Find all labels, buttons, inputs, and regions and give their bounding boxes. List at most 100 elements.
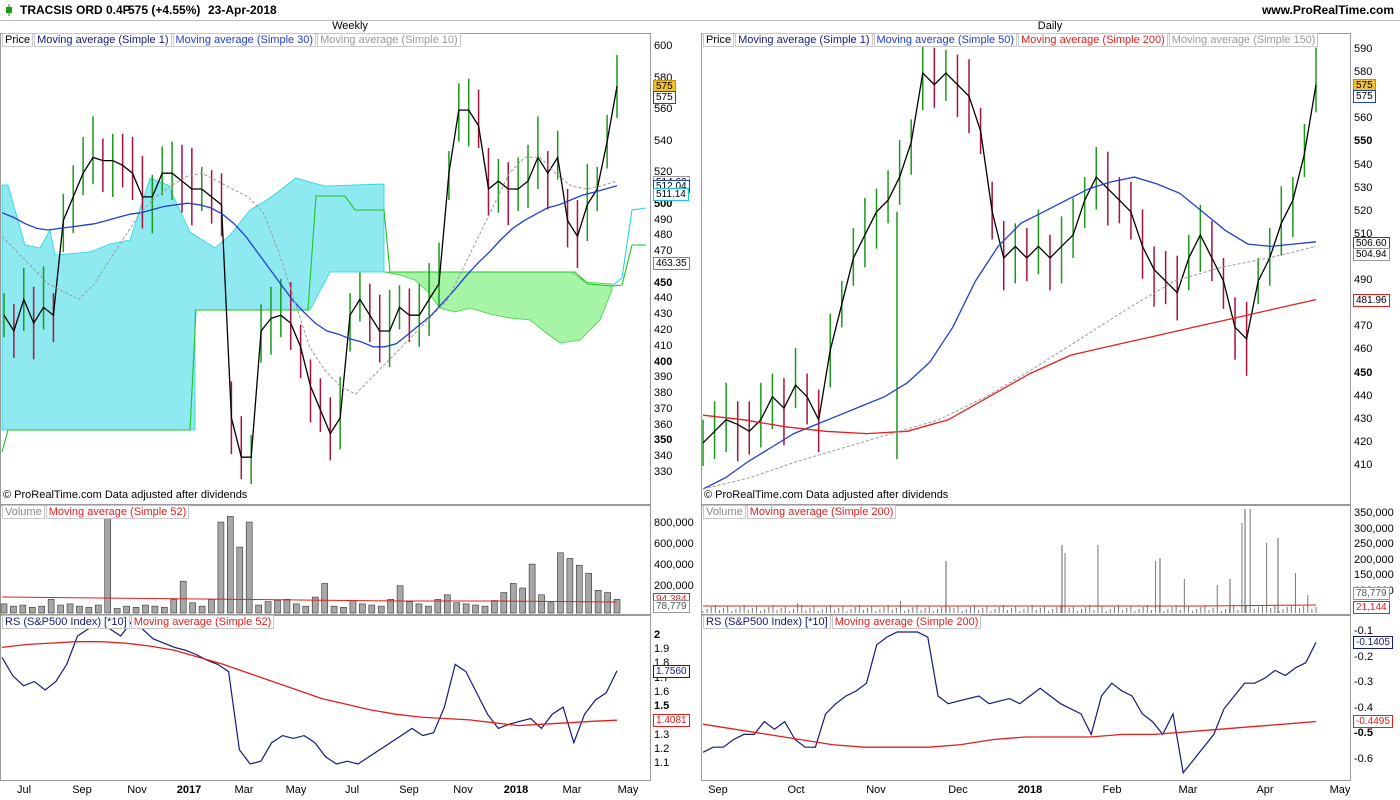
axis-tick-label: 200,000 [654,580,694,592]
legend-entry[interactable]: Moving average (Simple 1) [735,33,873,47]
kijun-line [1,195,646,453]
volume-bar [198,605,206,614]
price-tag: 1.4081 [653,714,690,728]
axis-tick-label: 450 [1354,366,1373,379]
axis-tick-label: 420 [1354,435,1373,448]
volume-bar [500,592,508,614]
volume-bar [538,594,545,614]
volume-bar [28,607,36,614]
volume-bar [519,587,526,614]
axis-tick-label: 1.1 [654,757,670,769]
volume-bar [245,521,253,614]
legend-entry[interactable]: Moving average (Simple 30) [172,33,317,47]
time-axis-label: Nov [127,784,147,796]
volume-bar [283,599,291,614]
time-axis-label: 2018 [1017,784,1043,796]
axis-tick-label: 560 [654,103,673,116]
price-tag: 575 [653,91,676,105]
volume-bar [113,608,121,614]
volume-bar [57,604,64,614]
price-tag: -0.1405 [1353,636,1393,650]
volume-bar [349,600,357,614]
candle-icon [6,4,12,16]
legend-entry[interactable]: Moving average (Simple 1) [34,33,172,47]
legend-entry[interactable]: Moving average (Simple 150) [1168,33,1319,47]
volume-bar [170,599,178,614]
volume-bar [151,605,159,614]
volume-bar [491,600,498,614]
volume-bar [236,546,244,614]
axis-tick-label: 300,000 [1354,522,1394,535]
axis-tick-label: 1.6 [654,685,670,698]
daily-price-legend: Price Moving average (Simple 1) Moving ave… [703,33,1319,47]
legend-entry[interactable]: Moving average (Simple 200) [1018,33,1168,47]
price-tag: 511.14 [653,187,689,201]
daily-volume-axis: 350,000300,000250,000200,000150,000100,0… [1351,505,1400,615]
daily-volume-pane[interactable] [701,505,1351,615]
legend-entry[interactable]: Moving average (Simple 52) [130,615,275,629]
legend-entry[interactable]: Moving average (Simple 50) [873,33,1018,47]
axis-tick-label: 800,000 [654,517,694,529]
axis-tick-label: 200,000 [1354,553,1394,566]
volume-bar [425,605,432,614]
instrument-name: TRACSIS ORD 0.4P [20,3,131,17]
axis-tick-label: -0.5 [1354,727,1373,740]
daily-rs-pane[interactable] [701,615,1351,781]
weekly-price-axis: 6005805605405205004904804704604504404304… [651,33,700,505]
time-axis-label: Feb [1102,784,1122,796]
weekly-rs-ma [1,641,618,727]
daily-title: Daily [1037,20,1063,32]
daily-rs-axis: -0.1 -0.2 -0.3 -0.4 -0.5 -0.6 -0.1405 -0.4495 [1351,615,1400,781]
volume-bar [443,594,451,614]
price-tag: -0.4495 [1353,715,1393,729]
axis-tick-label: -0.6 [1354,753,1373,765]
instrument-quote: 575 (+4.55%) [128,3,201,17]
weekly-title: Weekly [332,20,368,32]
volume-bar [377,605,385,614]
volume-bar [547,602,555,614]
daily-volume-ma [703,604,1317,607]
volume-bar [340,607,347,614]
site-link[interactable]: www.ProRealTime.com [1261,3,1394,17]
volume-bar [472,604,479,614]
time-axis-label: Mar [1178,784,1198,796]
price-tag: 481.96 [1353,293,1390,307]
daily-price-pane[interactable] [701,33,1351,505]
legend-entry[interactable]: Price [2,33,34,47]
volume-bar [85,607,93,614]
daily-volume-legend: Volume Moving average (Simple 200) [703,505,897,519]
axis-tick-label: 1.2 [654,742,670,755]
legend-entry[interactable]: Moving average (Simple 200) [831,615,982,629]
axis-tick-label: 460 [1354,343,1373,356]
volume-bar [161,607,168,614]
volume-bar [321,583,328,614]
axis-tick-label: 490 [1354,274,1373,287]
legend-entry[interactable]: RS (S&P500 Index) [*10] [703,615,831,629]
volume-bar [19,604,27,614]
price-tag: 504.94 [1353,247,1390,261]
legend-entry[interactable]: RS (S&P500 Index) [*10] [2,615,130,629]
axis-tick-label: 330 [654,466,673,478]
time-axis-label: Jul [16,784,32,796]
daily-rs-legend: RS (S&P500 Index) [*10] Moving average (S… [703,615,982,629]
weekly-volume-legend: Volume Moving average (Simple 52) [2,505,190,519]
weekly-ma10-line [1,156,618,395]
volume-bar [142,604,149,614]
legend-entry[interactable]: Volume [2,505,45,519]
volume-bar [132,607,140,614]
volume-bar [604,592,611,614]
axis-tick-label: 400,000 [654,559,694,571]
axis-tick-label: 150,000 [1354,569,1394,581]
legend-entry[interactable]: Moving average (Simple 10) [317,33,461,47]
legend-entry[interactable]: Volume [703,505,746,519]
axis-tick-label: 250,000 [1354,538,1394,550]
legend-entry[interactable]: Moving average (Simple 52) [45,505,190,519]
daily-ma150-line [702,245,1317,490]
legend-entry[interactable]: Moving average (Simple 200) [746,505,897,519]
legend-entry[interactable]: Price [703,33,735,47]
axis-tick-label: 410 [1354,459,1373,471]
price-tag: 463.35 [653,256,690,270]
volume-bar [415,603,423,614]
volume-bar [179,580,187,614]
time-axis-label: Mar [234,784,254,796]
